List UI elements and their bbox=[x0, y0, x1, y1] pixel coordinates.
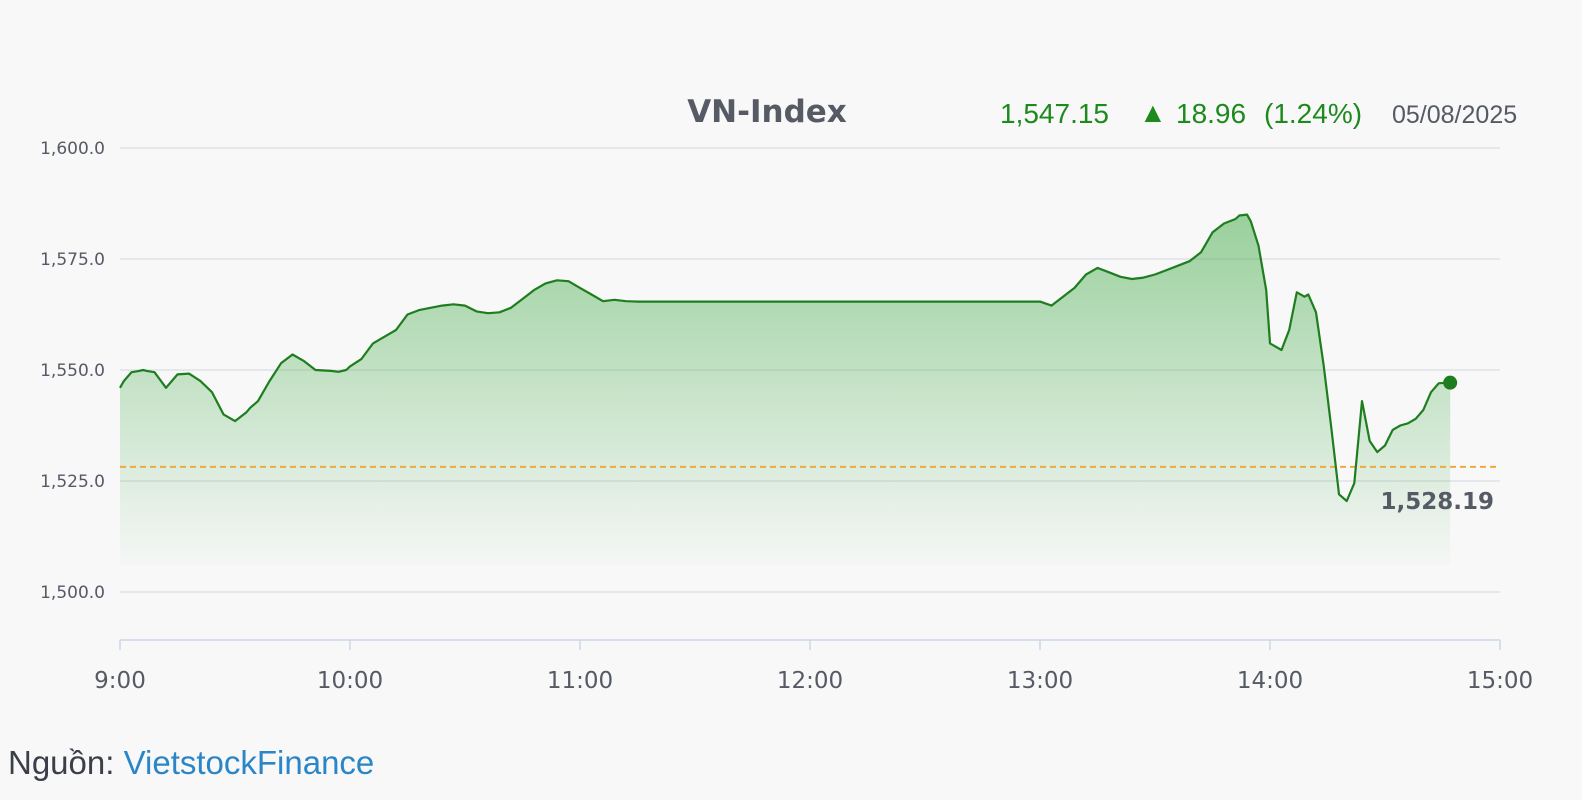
x-axis: 9:00 10:00 11:00 12:00 13:00 14:00 15:00 bbox=[94, 639, 1533, 694]
source-link[interactable]: VietstockFinance bbox=[123, 744, 375, 781]
y-tick-label: 1,550.0 bbox=[40, 361, 105, 381]
x-tick-label: 12:00 bbox=[777, 668, 843, 694]
source-label: Nguồn: bbox=[8, 744, 115, 781]
x-tick-label: 13:00 bbox=[1007, 668, 1073, 694]
last-price-marker[interactable] bbox=[1443, 375, 1458, 390]
chart-title: VN-Index bbox=[687, 94, 847, 130]
price-area bbox=[120, 214, 1451, 566]
y-axis-tick-labels: 1,600.0 1,575.0 1,550.0 1,525.0 1,500.0 bbox=[40, 139, 105, 603]
x-tick-label: 14:00 bbox=[1237, 668, 1303, 694]
source-credit: Nguồn: VietstockFinance bbox=[8, 744, 374, 782]
x-tick-label: 9:00 bbox=[94, 668, 146, 694]
price-line bbox=[119, 213, 1451, 503]
up-arrow-icon: ▲ bbox=[1139, 97, 1167, 128]
trading-date: 05/08/2025 bbox=[1392, 101, 1517, 129]
y-tick-label: 1,600.0 bbox=[40, 139, 105, 159]
reference-value-label: 1,528.19 bbox=[1381, 489, 1495, 515]
x-tick-label: 15:00 bbox=[1467, 668, 1533, 694]
price-change-percent: (1.24%) bbox=[1264, 98, 1362, 129]
y-tick-label: 1,525.0 bbox=[40, 472, 105, 492]
price-change: 18.96 bbox=[1176, 98, 1246, 129]
last-price: 1,547.15 bbox=[1000, 98, 1109, 129]
x-tick-label: 10:00 bbox=[317, 668, 383, 694]
y-tick-label: 1,575.0 bbox=[40, 250, 105, 270]
y-tick-label: 1,500.0 bbox=[40, 583, 105, 603]
x-tick-label: 11:00 bbox=[547, 668, 613, 694]
